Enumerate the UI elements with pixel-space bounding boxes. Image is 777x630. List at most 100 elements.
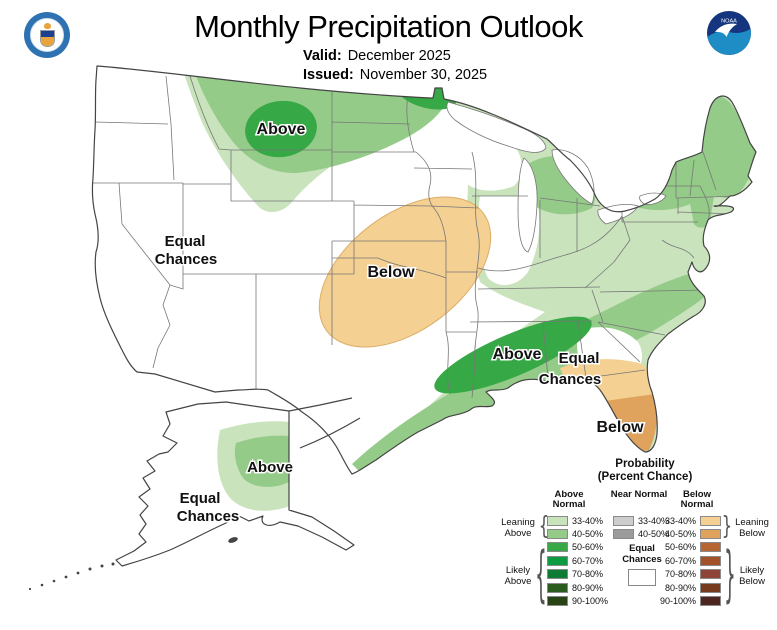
legend-swatch bbox=[700, 569, 721, 580]
legend-swatch bbox=[700, 555, 721, 566]
probability-legend: Probability (Percent Chance) Above Norma… bbox=[495, 458, 777, 628]
legend-row: 60-70% bbox=[645, 554, 721, 567]
legend-range-label: 50-60% bbox=[664, 542, 696, 553]
legend-swatch bbox=[700, 596, 721, 607]
issued-line: Issued: November 30, 2025 bbox=[303, 66, 487, 85]
legend-swatch bbox=[547, 596, 568, 607]
legend-leaning-below-label: Leaning Below bbox=[735, 517, 769, 539]
lake-huron bbox=[551, 149, 595, 205]
legend-swatch bbox=[700, 582, 721, 593]
legend-swatch bbox=[547, 555, 568, 566]
legend-below-normal-header: Below Normal bbox=[680, 489, 714, 510]
legend-swatch bbox=[547, 529, 568, 540]
region-below-40-50-florida bbox=[598, 394, 657, 452]
commerce-shield-icon bbox=[39, 30, 55, 47]
legend-swatch bbox=[547, 569, 568, 580]
label-southeast-above: Above bbox=[493, 346, 542, 363]
issued-value: November 30, 2025 bbox=[359, 66, 488, 83]
legend-equal-chances: Equal Chances bbox=[613, 543, 671, 586]
legend-title: Probability (Percent Chance) bbox=[565, 458, 725, 484]
label-florida-below: Below bbox=[596, 419, 644, 436]
page-title: Monthly Precipitation Outlook bbox=[194, 9, 583, 44]
legend-above-rows: 33-40% 40-50% 50-60% 60-70% 70-80% 80-90% 90-1… bbox=[547, 514, 608, 608]
legend-range-label: 40-50% bbox=[572, 529, 604, 540]
valid-label: Valid: bbox=[303, 48, 342, 64]
state-borders bbox=[93, 75, 741, 399]
legend-near-rows: 33-40% 40-50% bbox=[613, 514, 669, 541]
legend-likely-below-label: Likely Below bbox=[739, 565, 765, 587]
label-southeast-equal-2: Chances bbox=[539, 371, 602, 388]
validity-block: Valid: December 2025 Issued: November 30, … bbox=[303, 47, 487, 84]
great-lakes bbox=[446, 101, 667, 253]
label-alaska-equal-2: Chances bbox=[177, 508, 240, 525]
legend-range-label: 60-70% bbox=[664, 555, 696, 566]
legend-swatch bbox=[700, 529, 721, 540]
noaa-logo-icon: NOAA bbox=[707, 11, 751, 55]
legend-row: 50-60% bbox=[547, 541, 608, 554]
map-labels: Above Equal Chances Below Above Equal Ch… bbox=[153, 120, 645, 527]
label-northwest-above: Above bbox=[257, 121, 306, 138]
legend-range-label: 33-40% bbox=[572, 515, 604, 526]
legend-leaning-above-label: Leaning Above bbox=[501, 517, 535, 539]
legend-swatch bbox=[700, 515, 721, 526]
legend-row: 50-60% bbox=[645, 541, 721, 554]
legend-row: 60-70% bbox=[547, 554, 608, 567]
alaska-inset bbox=[28, 397, 361, 591]
legend-range-label: 50-60% bbox=[572, 542, 604, 553]
legend-title-line2: (Percent Chance) bbox=[597, 471, 693, 483]
label-west-equal-1: Equal bbox=[165, 233, 206, 250]
legend-title-line1: Probability bbox=[615, 458, 675, 470]
legend-row: 40-50% bbox=[645, 527, 721, 540]
label-west-equal-2: Chances bbox=[155, 251, 218, 268]
legend-swatch bbox=[547, 542, 568, 553]
brace-icon: } bbox=[721, 511, 733, 540]
commerce-seal-inner bbox=[30, 18, 64, 52]
legend-likely-above-label: Likely Above bbox=[504, 565, 532, 587]
legend-row: 33-40% bbox=[645, 514, 721, 527]
aleutian-islands bbox=[28, 537, 238, 591]
legend-range-label: 70-80% bbox=[664, 569, 696, 580]
legend-swatch bbox=[613, 515, 634, 526]
legend-row: 90-100% bbox=[547, 594, 608, 607]
label-southeast-equal-1: Equal bbox=[559, 350, 600, 367]
legend-equal-line1: Equal bbox=[629, 543, 655, 554]
brace-icon: } bbox=[724, 538, 736, 610]
label-central-below: Below bbox=[367, 264, 415, 281]
label-alaska-equal-1: Equal bbox=[180, 490, 221, 507]
label-alaska-above: Above bbox=[247, 459, 293, 476]
legend-range-label: 60-70% bbox=[572, 555, 604, 566]
commerce-dept-seal-icon bbox=[24, 12, 70, 58]
legend-swatch bbox=[613, 529, 634, 540]
legend-near-normal-header: Near Normal bbox=[610, 489, 668, 500]
legend-row: 80-90% bbox=[547, 581, 608, 594]
legend-range-label: 33-40% bbox=[664, 515, 696, 526]
legend-range-label: 90-100% bbox=[572, 596, 609, 607]
legend-range-label: 90-100% bbox=[659, 596, 696, 607]
legend-row: 40-50% bbox=[613, 527, 669, 540]
legend-swatch bbox=[700, 542, 721, 553]
region-below-33-40-plains bbox=[318, 196, 492, 348]
legend-row: 70-80% bbox=[547, 568, 608, 581]
commerce-eagle-icon bbox=[43, 23, 51, 29]
noaa-logo-text: NOAA bbox=[721, 19, 737, 25]
legend-below-rows: 33-40% 40-50% 50-60% 60-70% 70-80% 80-90% 90-1… bbox=[645, 514, 721, 608]
brace-icon: { bbox=[538, 511, 550, 540]
legend-range-label: 80-90% bbox=[664, 582, 696, 593]
legend-above-normal-header: Above Normal bbox=[552, 489, 586, 510]
legend-swatch bbox=[547, 515, 568, 526]
legend-range-label: 33-40% bbox=[638, 515, 670, 526]
issued-label: Issued: bbox=[303, 66, 354, 83]
legend-equal-chances-swatch bbox=[628, 569, 656, 586]
canada-coast-fragment bbox=[288, 397, 361, 449]
legend-row: 70-80% bbox=[645, 568, 721, 581]
legend-range-label: 70-80% bbox=[572, 569, 604, 580]
lake-superior bbox=[446, 101, 547, 153]
legend-range-label: 40-50% bbox=[638, 529, 670, 540]
legend-row: 40-50% bbox=[547, 527, 608, 540]
legend-row: 33-40% bbox=[547, 514, 608, 527]
brace-icon: { bbox=[535, 538, 547, 610]
legend-row: 90-100% bbox=[645, 594, 721, 607]
valid-line: Valid: December 2025 bbox=[303, 47, 487, 66]
